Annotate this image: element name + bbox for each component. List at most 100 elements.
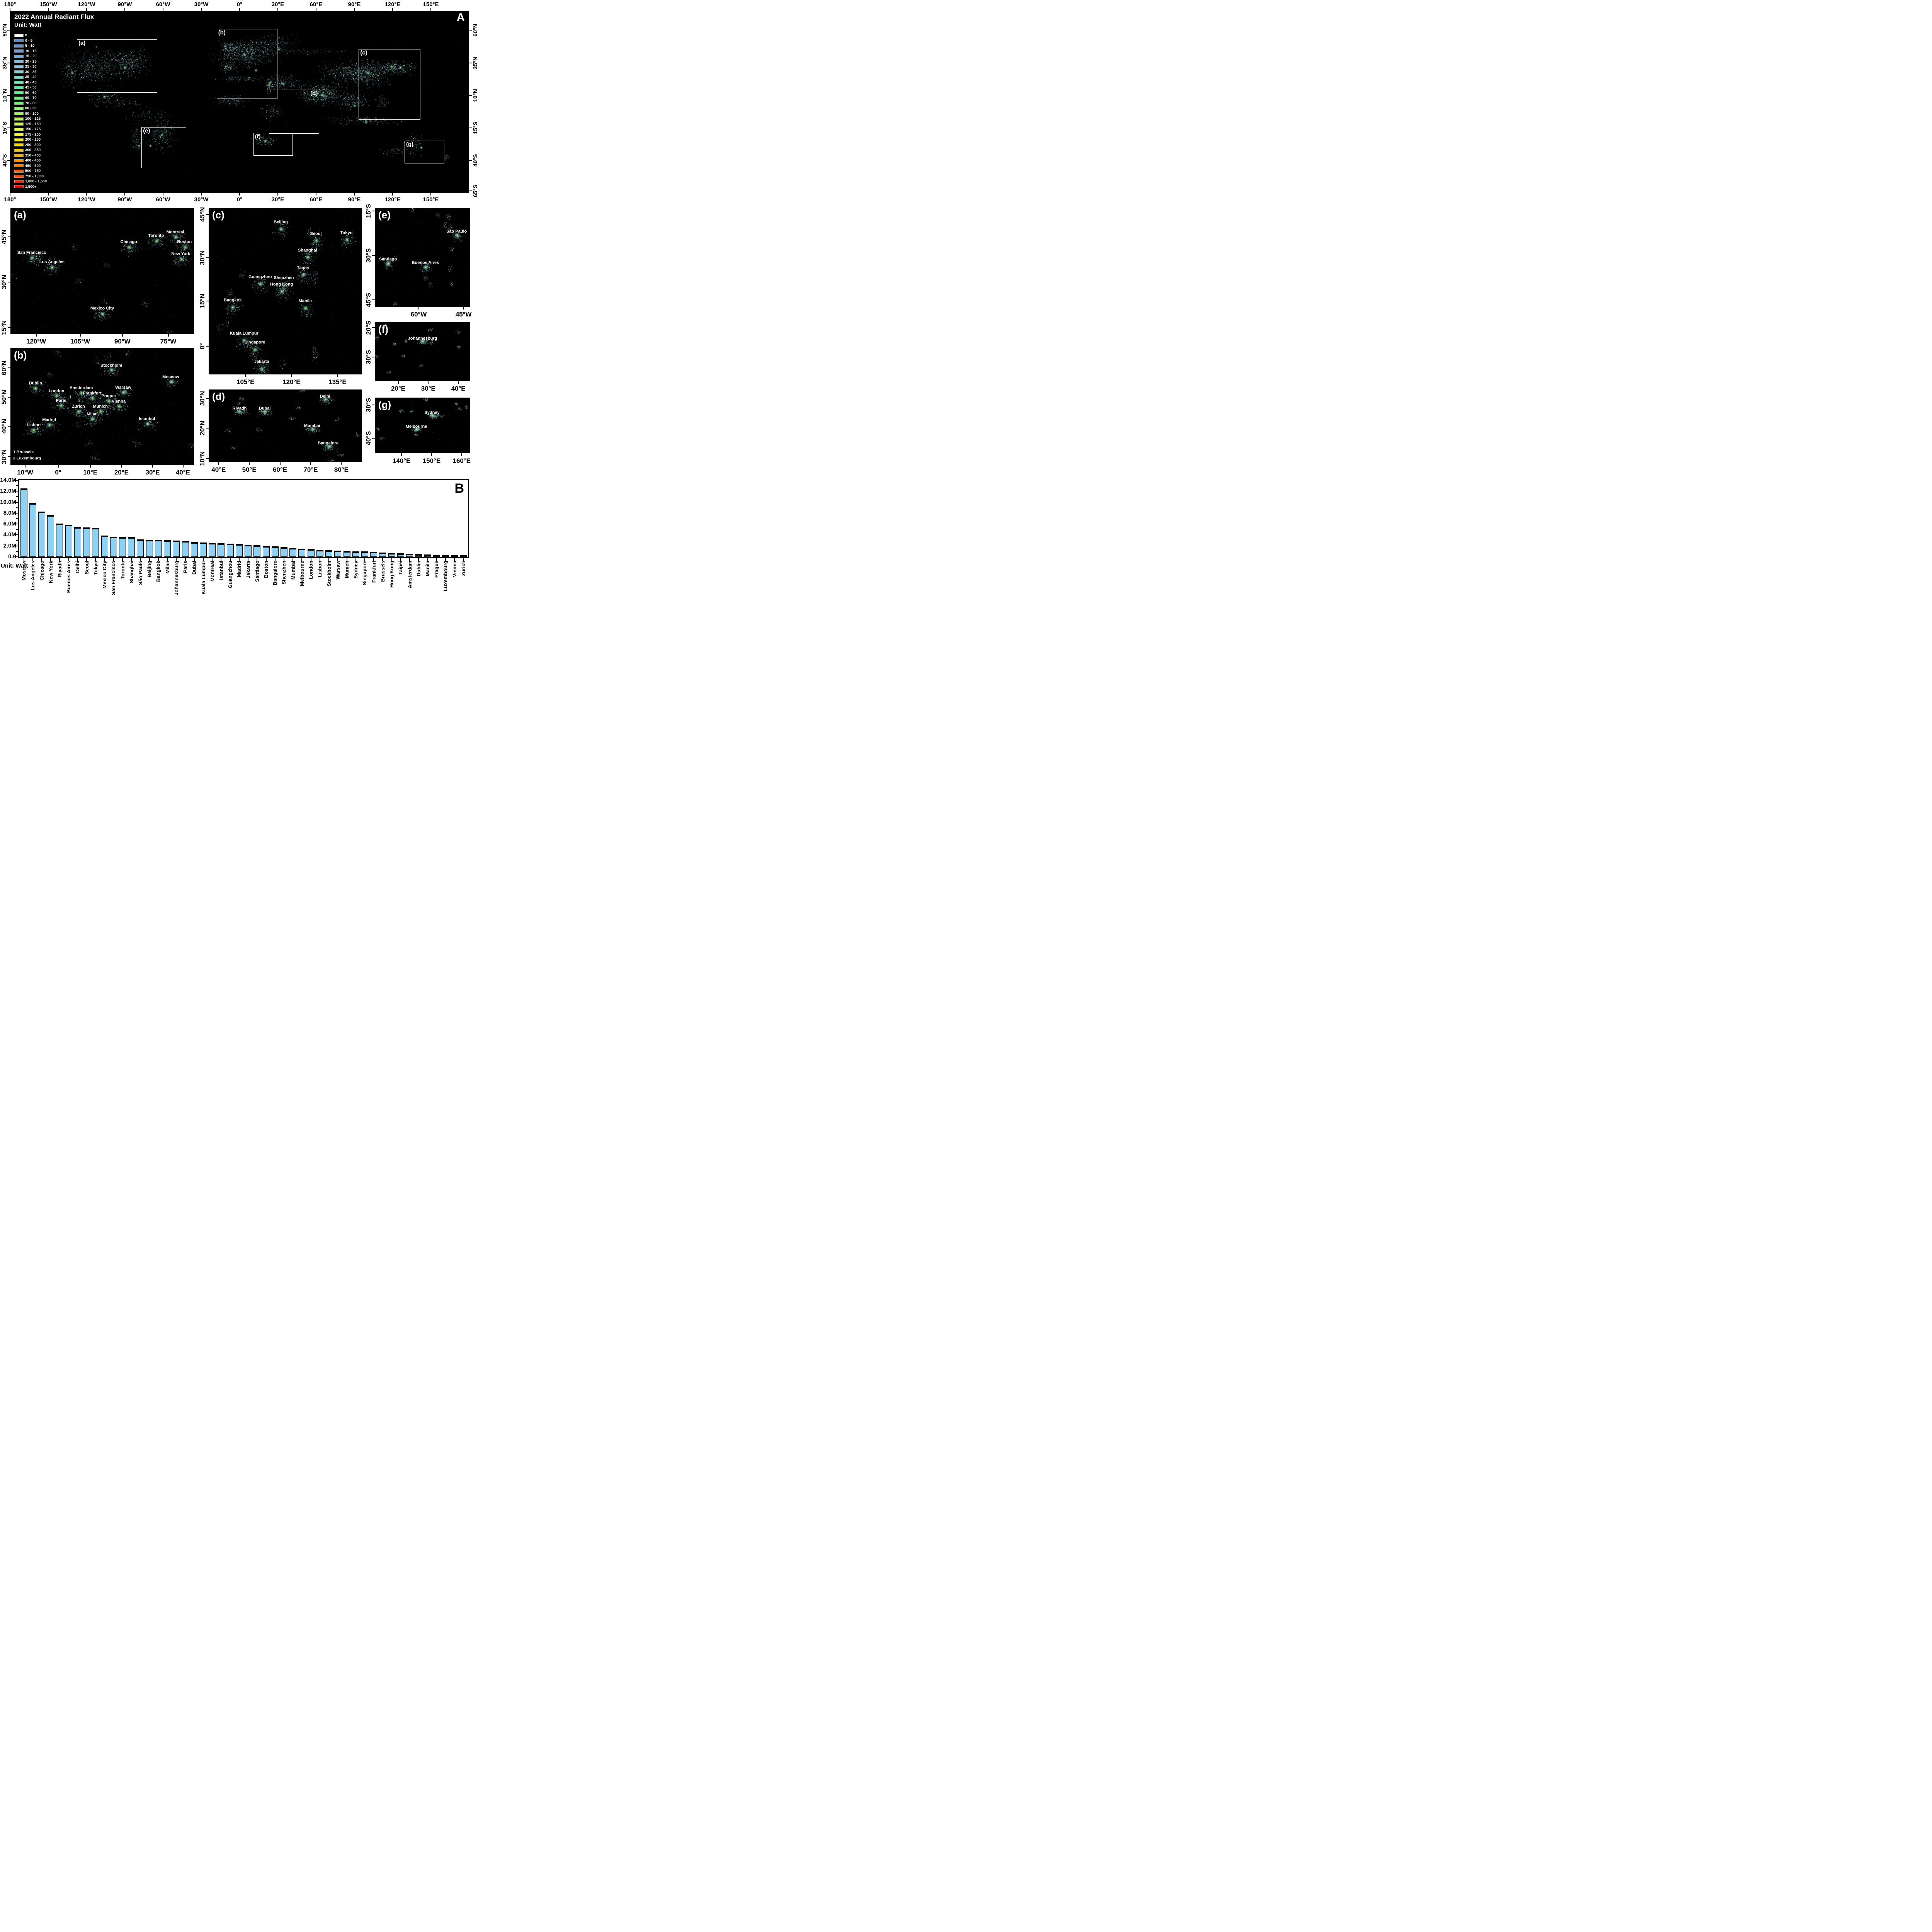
axis-tick — [206, 398, 209, 399]
bar-axis-tick — [212, 558, 213, 561]
bar — [182, 541, 189, 557]
bar-axis-tick — [301, 558, 303, 561]
axis-tick-label: 30°N — [199, 391, 206, 406]
bar-axis-tick — [185, 558, 186, 561]
bar-category-label: Shanghai — [128, 561, 134, 583]
bar-axis-tick — [203, 558, 204, 561]
city-label: São Paulo — [446, 229, 467, 234]
bar — [352, 551, 359, 557]
y-axis-tick — [16, 485, 18, 486]
axis-tick — [8, 236, 10, 237]
axis-tick — [7, 160, 10, 161]
axis-tick — [428, 381, 429, 384]
legend-item: 100 - 125 — [14, 116, 41, 122]
axis-tick — [392, 8, 393, 11]
inset-map-g: (g) Sydney Melbourne — [375, 398, 470, 453]
bar-category-label: Vienna — [451, 561, 457, 577]
axis-tick — [122, 334, 123, 337]
legend-label: 1,500+ — [25, 184, 37, 189]
bar-axis-tick — [158, 558, 159, 561]
legend-label: 200 - 250 — [25, 138, 41, 142]
axis-tick-label: 90°W — [114, 338, 131, 345]
legend-label: 150 - 175 — [25, 127, 41, 132]
legend-swatch — [14, 133, 24, 136]
city-label: Bangalore — [318, 440, 338, 446]
inset-panel-label: (d) — [212, 391, 225, 402]
legend-label: 15 - 20 — [25, 54, 37, 59]
city-label: New York — [171, 252, 190, 257]
map-extent-box: (g) — [404, 141, 445, 164]
axis-tick-label: 60°N — [2, 24, 8, 37]
axis-tick — [124, 193, 125, 196]
axis-tick — [310, 462, 311, 465]
legend-label: 0 - 5 — [25, 38, 33, 43]
legend-swatch — [14, 169, 24, 173]
city-label: Taipei — [297, 265, 309, 270]
bar — [262, 546, 270, 557]
bar-axis-tick — [167, 558, 168, 561]
legend-swatch — [14, 91, 24, 95]
axis-tick-label: 50°E — [242, 466, 257, 473]
legend-swatch — [14, 60, 24, 63]
axis-tick-label: 150°E — [422, 457, 441, 464]
y-axis-tick — [16, 540, 18, 541]
city-label: Chicago — [120, 240, 137, 245]
legend-swatch — [14, 164, 24, 168]
axis-tick-label: 45°N — [199, 207, 206, 222]
panel-b-label: B — [454, 481, 464, 496]
axis-tick-label: 15°N — [199, 294, 206, 309]
city-label: Mumbai — [304, 423, 320, 428]
map-extent-box-label: (f) — [255, 133, 261, 140]
axis-tick-label: 35°N — [2, 56, 8, 70]
bar — [137, 539, 144, 557]
city-label: Manila — [298, 299, 312, 304]
axis-tick-label: 120°E — [384, 1, 401, 8]
bar — [379, 552, 386, 557]
inset-map-e: (e) São Paulo Santiago Buenos Aires — [375, 208, 470, 307]
axis-tick — [239, 8, 240, 11]
bar — [56, 523, 63, 557]
bar — [74, 527, 81, 557]
legend-label: 60 - 70 — [25, 96, 37, 100]
bar-category-label: Zurich — [460, 561, 466, 576]
city-label: Madrid — [42, 417, 56, 422]
axis-tick — [354, 8, 355, 11]
y-axis-tick-label: 0.0 — [8, 553, 16, 560]
bar-category-label: London — [308, 561, 314, 579]
city-label: Kuala Lumpur — [230, 331, 259, 336]
legend-item: 175 - 200 — [14, 132, 41, 138]
city-label: Dubai — [259, 406, 271, 411]
axis-tick — [372, 327, 375, 328]
y-axis-tick-label: 4.0M — [3, 531, 16, 538]
map-extent-box: (d) — [269, 90, 320, 134]
y-axis-tick-label: 2.0M — [3, 542, 16, 549]
bar-category-label: San Francisco — [111, 561, 117, 595]
axis-tick-label: 90°E — [348, 196, 361, 203]
bar — [433, 555, 440, 557]
city-label: Milan — [87, 412, 98, 417]
world-night-lights-canvas — [10, 11, 469, 192]
bar-chart-unit-label: Unit: Watt — [1, 563, 28, 569]
axis-tick-label: 80°E — [334, 466, 349, 473]
bar-axis-tick — [59, 558, 60, 561]
bar-category-label: Sydney — [353, 561, 359, 579]
legend-item: 10 - 15 — [14, 49, 37, 54]
axis-tick — [58, 465, 59, 468]
axis-tick — [245, 374, 246, 377]
bar-category-label: Melbourne — [299, 561, 305, 586]
bar-category-label: Shenzhen — [281, 561, 287, 585]
axis-tick — [469, 30, 472, 31]
bar-axis-tick — [337, 558, 338, 561]
bar — [370, 551, 378, 557]
legend-label: 250 - 300 — [25, 143, 41, 147]
map-extent-box-label: (b) — [218, 29, 226, 36]
city-label: London — [49, 388, 65, 393]
city-label: Beijing — [274, 220, 288, 225]
bar-axis-tick — [265, 558, 267, 561]
bar — [146, 540, 153, 557]
map-extent-box-label: (g) — [406, 141, 414, 148]
axis-tick-label: 20°E — [391, 385, 406, 392]
night-lights-canvas — [209, 208, 362, 374]
legend-item: 40 - 45 — [14, 80, 37, 85]
